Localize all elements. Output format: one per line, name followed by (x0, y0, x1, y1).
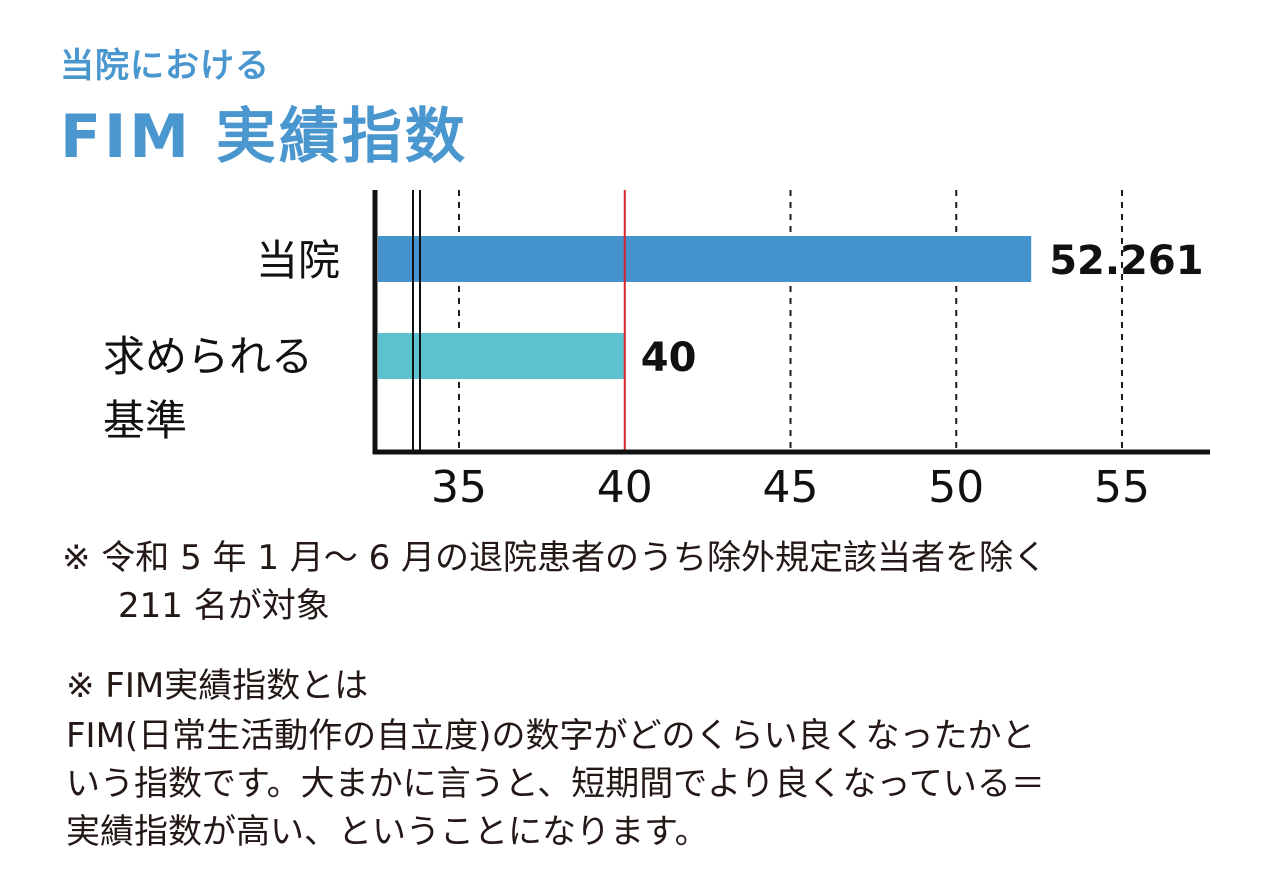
definition-text: FIM(日常生活動作の自立度)の数字がどのくらい良くなったかと いう指数です。大… (66, 712, 1045, 856)
definition-line: 実績指数が高い、ということになります。 (66, 812, 709, 852)
category-label-1: 求められる (103, 332, 313, 381)
x-tick-label-55: 55 (1094, 462, 1150, 513)
category-label-1: 基準 (103, 396, 187, 445)
category-label-0: 当院 (256, 236, 340, 285)
x-tick-label-45: 45 (763, 462, 819, 513)
bar-0 (378, 236, 1032, 282)
definition-line: いう指数です。大まかに言うと、短期間でより良くなっている＝ (66, 764, 1045, 804)
x-tick-label-50: 50 (928, 462, 984, 513)
definition-line: FIM(日常生活動作の自立度)の数字がどのくらい良くなったかと (66, 716, 1036, 756)
bar-value-label-0: 52.261 (1049, 238, 1203, 284)
x-tick-label-35: 35 (431, 462, 487, 513)
page-subtitle: 当院における (60, 46, 270, 86)
x-tick-label-40: 40 (597, 462, 653, 513)
note-target-count: 211 名が対象 (118, 586, 330, 626)
page-title: FIM 実績指数 (60, 102, 468, 172)
bar-1 (378, 333, 625, 379)
bar-value-label-1: 40 (641, 335, 697, 381)
note-definition-heading: ※ FIM実績指数とは (66, 666, 369, 706)
note-target-period: ※ 令和 5 年 1 月～ 6 月の退院患者のうち除外規定該当者を除く (62, 538, 1048, 578)
